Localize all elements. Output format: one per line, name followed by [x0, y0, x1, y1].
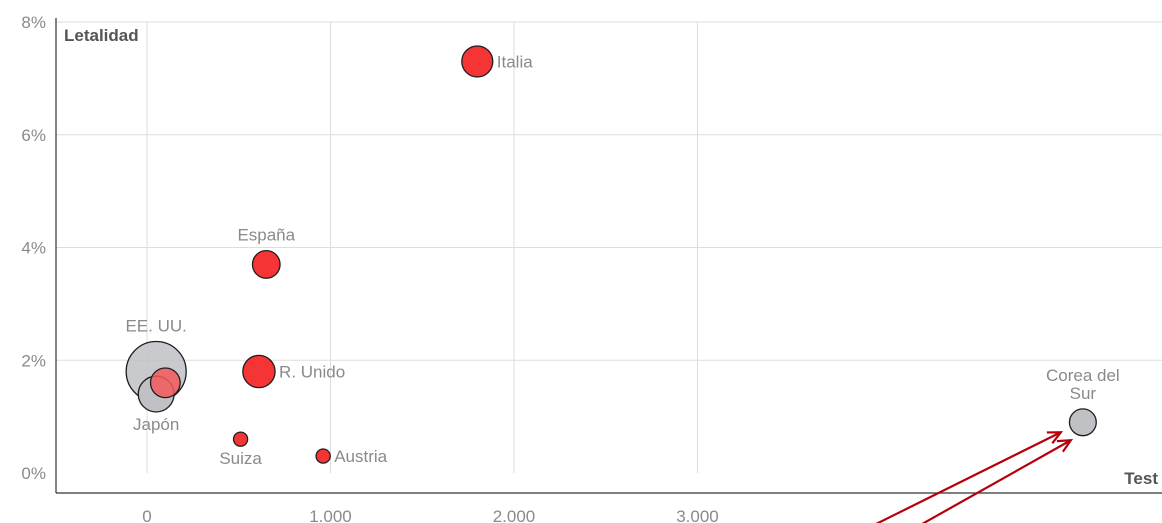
bubble-labels: EE. UU. Japón Italia España R. Unido Suiza Aus… [125, 52, 1119, 468]
bubble-label: Suiza [219, 449, 262, 468]
bubble-label: Corea del [1046, 366, 1120, 385]
x-tick-label: 0 [142, 507, 151, 523]
y-tick-label: 6% [21, 126, 46, 145]
annotation-arrow [921, 439, 1072, 523]
annotation-arrowhead [1046, 431, 1064, 444]
x-tick-labels: 0 1.000 2.000 3.000 [142, 507, 719, 523]
annotation-arrow [875, 431, 1062, 523]
y-axis-title: Letalidad [64, 26, 139, 45]
x-axis-title: Test [1124, 469, 1158, 488]
bubble-point [242, 354, 276, 389]
bubble-point [461, 45, 494, 78]
bubble-point [1068, 408, 1097, 437]
bubble-label: Japón [133, 415, 179, 434]
bubbles [125, 45, 1097, 464]
y-gridlines [56, 21, 1162, 361]
bubble-point [315, 448, 331, 464]
y-tick-label: 0% [21, 464, 46, 483]
bubble-label: R. Unido [279, 363, 345, 382]
y-tick-label: 4% [21, 239, 46, 258]
x-tick-label: 2.000 [493, 507, 536, 523]
y-tick-labels: 0% 2% 4% 6% 8% [21, 13, 46, 483]
x-tick-label: 3.000 [676, 507, 719, 523]
bubble-point [251, 249, 281, 279]
y-tick-label: 8% [21, 13, 46, 32]
bubble-label: España [237, 226, 295, 245]
bubble-point [232, 431, 249, 447]
bubble-label: Italia [497, 52, 533, 71]
y-tick-label: 2% [21, 351, 46, 370]
annotation-arrowhead [1056, 439, 1074, 453]
bubble-label: Sur [1070, 384, 1097, 403]
annotation-arrows [875, 431, 1074, 523]
bubble-point [149, 367, 181, 399]
bubble-label: EE. UU. [125, 317, 186, 336]
x-tick-label: 1.000 [309, 507, 352, 523]
bubble-label: Austria [334, 447, 387, 466]
